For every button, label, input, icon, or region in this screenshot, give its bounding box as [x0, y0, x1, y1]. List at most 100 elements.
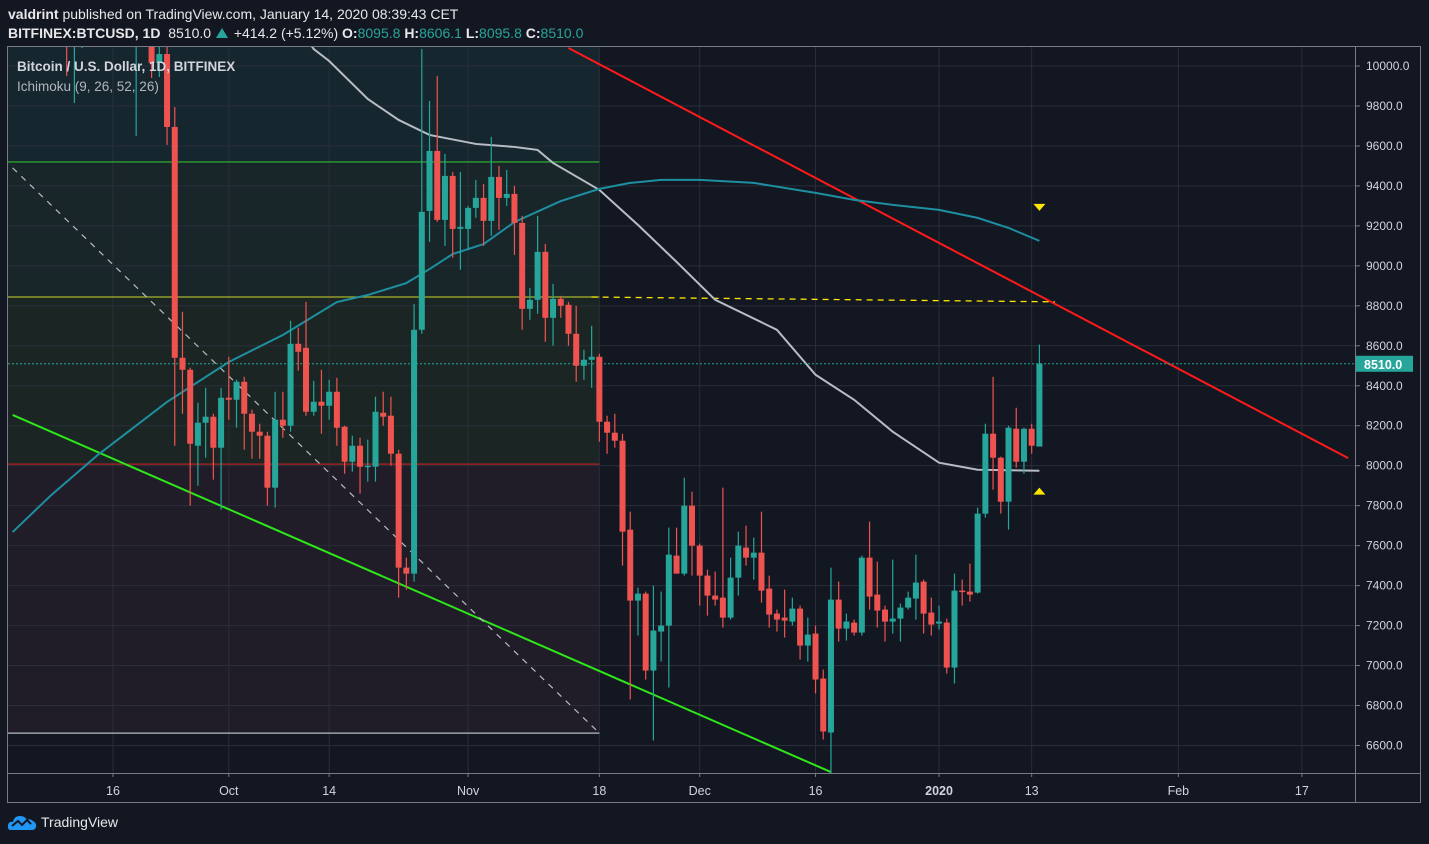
tradingview-logo[interactable]: TradingView — [7, 813, 118, 831]
candle-up — [912, 582, 919, 599]
candle-down — [835, 599, 842, 629]
candle-down — [333, 391, 340, 428]
candle-up — [488, 176, 495, 221]
candle-up — [372, 411, 379, 467]
fib-zone-fill — [8, 464, 600, 734]
candle-up — [735, 545, 742, 578]
candle-up — [1020, 428, 1027, 462]
candle-up — [465, 207, 472, 229]
candle-up — [936, 621, 943, 624]
candle-up — [457, 226, 464, 229]
candle-up — [287, 343, 294, 426]
candle-down — [604, 421, 611, 433]
ichimoku-lines — [8, 47, 1355, 533]
author-name[interactable]: valdrint — [8, 6, 59, 22]
candle-up — [418, 211, 425, 330]
chart-title[interactable]: Bitcoin / U.S. Dollar, 1D, BITFINEX — [17, 59, 236, 74]
candle-down — [990, 433, 997, 458]
candle-down — [797, 608, 804, 646]
fib-zone-fill — [8, 161, 600, 298]
candle-up — [472, 197, 479, 208]
candle-down — [689, 505, 695, 546]
yellow-dashed-level[interactable] — [591, 296, 1055, 303]
trendline[interactable] — [568, 47, 1349, 459]
candle-down — [387, 415, 394, 454]
time-axis-label: 2020 — [925, 784, 953, 798]
candle-down — [557, 298, 564, 306]
high-value: 8606.1 — [419, 25, 462, 41]
candle-up — [889, 618, 896, 622]
candle-up — [534, 251, 541, 300]
candle-up — [650, 630, 657, 671]
price-axis-label: 8400.0 — [1366, 379, 1403, 393]
candle-up — [1036, 363, 1043, 447]
candle-down — [248, 413, 255, 432]
low-value: 8095.8 — [479, 25, 522, 41]
time-axis-label: Dec — [689, 784, 711, 798]
candle-down — [256, 431, 263, 436]
price-axis-label: 7000.0 — [1366, 659, 1403, 673]
candle-up — [233, 381, 240, 400]
time-axis-label: Oct — [219, 784, 239, 798]
candles — [66, 0, 1043, 773]
candle-down — [704, 575, 711, 596]
triangle-down-marker-icon — [1033, 203, 1046, 211]
dashed-trendline[interactable] — [12, 167, 600, 734]
candle-down — [449, 175, 456, 229]
candle-up — [79, 0, 85, 36]
time-axis-label: 16 — [809, 784, 823, 798]
time-axis-label: 16 — [106, 784, 120, 798]
candle-down — [696, 545, 703, 576]
candle-up — [858, 557, 865, 633]
candle-down — [542, 251, 549, 318]
candle-down — [480, 197, 487, 221]
price-axis-label: 6600.0 — [1366, 738, 1403, 752]
markers — [1033, 203, 1046, 495]
candle-up — [951, 590, 958, 668]
candle-down — [380, 412, 387, 417]
candle-down — [781, 617, 788, 621]
publish-text: published on TradingView.com, January 14… — [62, 6, 459, 22]
brand-name: TradingView — [41, 814, 119, 830]
time-axis-label: 13 — [1025, 784, 1039, 798]
current-price-tag — [1356, 355, 1413, 372]
candle-up — [750, 552, 757, 558]
indicator-label[interactable]: Ichimoku (9, 26, 52, 26) — [17, 79, 159, 94]
candle-up — [905, 597, 912, 608]
price-axis-label: 8600.0 — [1366, 339, 1403, 353]
price-axis-label: 10000.0 — [1366, 59, 1410, 73]
candle-down — [395, 453, 402, 568]
candle-up — [843, 621, 850, 629]
candle-down — [766, 588, 773, 615]
time-axis-label: 14 — [322, 784, 336, 798]
open-label: O: — [342, 25, 358, 41]
drawings[interactable] — [8, 47, 1349, 773]
candle-up — [982, 433, 989, 514]
candle-down — [318, 401, 325, 406]
candle-up — [727, 577, 734, 618]
price-axis-label: 8200.0 — [1366, 419, 1403, 433]
price-change: +414.2 (+5.12%) — [233, 25, 339, 41]
price-axis-label: 9400.0 — [1366, 179, 1403, 193]
trendline[interactable] — [12, 414, 832, 773]
candle-up — [426, 150, 433, 211]
candle-up — [681, 505, 688, 574]
candle-up — [202, 416, 209, 423]
candle-up — [588, 356, 595, 360]
candle-up — [411, 329, 418, 574]
candle-down — [966, 591, 973, 595]
candle-up — [974, 513, 981, 593]
candle-up — [658, 625, 665, 632]
candle-up — [503, 193, 510, 198]
candle-down — [264, 435, 271, 488]
candle-down — [758, 552, 765, 591]
candle-down — [403, 567, 410, 574]
tradingview-cloud-icon — [7, 816, 37, 830]
candle-down — [642, 593, 649, 671]
time-axis-label: 17 — [1295, 784, 1309, 798]
candle-down — [573, 333, 580, 366]
candle-up — [133, 14, 139, 32]
candle-up — [526, 299, 533, 309]
candle-up — [804, 634, 811, 646]
